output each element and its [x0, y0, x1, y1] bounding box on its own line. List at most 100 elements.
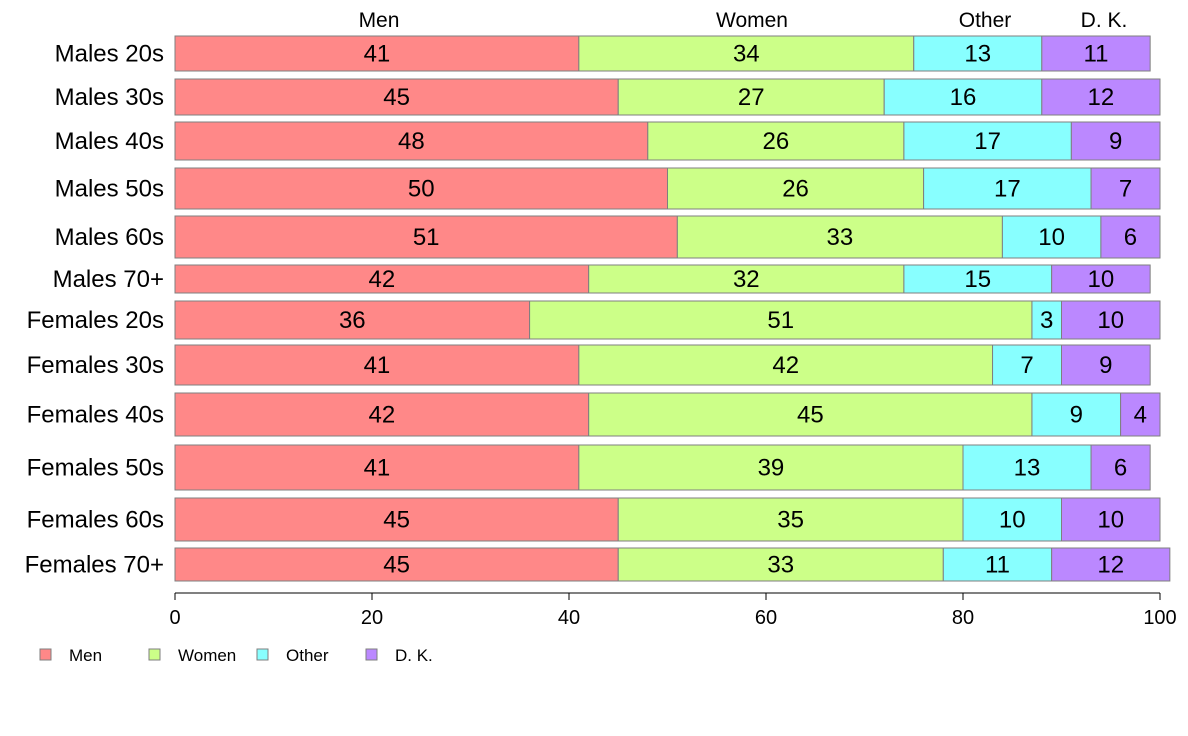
bar-value-label: 4 [1134, 402, 1147, 429]
bar-row-males-40s: Males 40s 48 26 17 9 [55, 121, 1161, 161]
category-label: Females 60s [27, 507, 164, 534]
bar-segment-women [588, 264, 905, 294]
bar-value-label: 7 [1020, 352, 1033, 379]
bar-value-label: 45 [797, 402, 824, 429]
legend-label-women: Women [178, 646, 236, 665]
bar-segment-men [174, 497, 619, 542]
bar-segment-women [617, 497, 964, 542]
bar-value-label: 36 [339, 307, 366, 334]
bar-value-label: 45 [383, 507, 410, 534]
legend-label-men: Men [69, 646, 102, 665]
x-tick-label: 0 [169, 607, 180, 629]
bar-value-label: 35 [777, 507, 804, 534]
bar-value-label: 41 [364, 352, 391, 379]
bar-segment-men [174, 121, 649, 161]
bar-segment-women [578, 444, 964, 491]
bar-segment-women [676, 215, 1003, 259]
bar-segment-other [1031, 300, 1062, 340]
category-label: Males 70+ [53, 266, 164, 293]
bar-segment-women [617, 78, 885, 116]
bar-value-label: 9 [1109, 128, 1122, 155]
top-label-other: Other [959, 9, 1012, 32]
bar-segment-men [174, 300, 531, 340]
bar-value-label: 33 [767, 552, 794, 579]
bar-value-label: 42 [368, 266, 395, 293]
legend-swatch-other [256, 648, 269, 661]
bar-segment-other [942, 547, 1053, 582]
bar-segment-other [962, 497, 1062, 542]
bar-segment-other [962, 444, 1092, 491]
x-tick-label: 60 [755, 607, 777, 629]
bar-value-label: 11 [1084, 41, 1109, 68]
bar-value-label: 50 [408, 176, 435, 203]
bar-value-label: 10 [1097, 307, 1124, 334]
bar-value-label: 42 [368, 402, 395, 429]
category-label: Females 70+ [25, 552, 164, 579]
x-tick-label: 80 [952, 607, 974, 629]
bar-segment-women [578, 35, 915, 72]
bar-value-label: 9 [1099, 352, 1112, 379]
bar-segment-other [903, 264, 1053, 294]
bar-value-label: 41 [364, 41, 391, 68]
x-axis: 0 20 40 60 80 100 [169, 592, 1177, 629]
bar-value-label: 10 [1097, 507, 1124, 534]
bar-segment-other [1031, 392, 1122, 437]
bar-segment-d-k [1041, 78, 1161, 116]
bar-value-label: 13 [1014, 455, 1041, 482]
bar-row-males-20s: Males 20s 41 34 13 11 [55, 35, 1151, 72]
bar-segment-other [913, 35, 1043, 72]
bar-segment-women [647, 121, 905, 161]
bar-value-label: 13 [964, 41, 991, 68]
bar-row-males-70: Males 70+ 42 32 15 10 [53, 264, 1151, 294]
x-tick-label: 20 [361, 607, 383, 629]
x-tick-label: 40 [558, 607, 580, 629]
legend-label-d-k: D. K. [395, 646, 433, 665]
top-label-women: Women [716, 9, 788, 32]
bar-segment-d-k [1041, 35, 1151, 72]
bar-value-label: 26 [782, 176, 809, 203]
bar-row-females-50s: Females 50s 41 39 13 6 [27, 444, 1151, 491]
bar-value-label: 16 [950, 84, 977, 111]
legend-swatch-women [148, 648, 161, 661]
legend-swatch-d-k [365, 648, 378, 661]
bar-value-label: 41 [364, 455, 391, 482]
bar-value-label: 39 [758, 455, 785, 482]
bar-segment-men [174, 547, 619, 582]
top-label-dk: D. K. [1081, 9, 1128, 32]
bar-value-label: 6 [1124, 224, 1137, 251]
bar-value-label: 17 [994, 176, 1021, 203]
bar-segment-men [174, 444, 580, 491]
bar-value-label: 7 [1119, 176, 1132, 203]
bar-value-label: 26 [762, 128, 789, 155]
bar-segment-men [174, 344, 580, 386]
bar-value-label: 11 [985, 552, 1010, 579]
bar-segment-men [174, 264, 590, 294]
category-label: Females 40s [27, 402, 164, 429]
top-label-men: Men [359, 9, 400, 32]
category-label: Males 60s [55, 224, 164, 251]
bar-segment-women [617, 547, 944, 582]
top-labels: Men Women Other D. K. [359, 9, 1128, 32]
bar-row-females-70: Females 70+ 45 33 11 12 [25, 547, 1171, 582]
bar-segment-women [588, 392, 1033, 437]
bar-row-males-30s: Males 30s 45 27 16 12 [55, 78, 1161, 116]
bar-value-label: 6 [1114, 455, 1127, 482]
bar-value-label: 32 [733, 266, 760, 293]
bar-segment-men [174, 35, 580, 72]
category-label: Males 40s [55, 128, 164, 155]
category-label: Males 50s [55, 176, 164, 203]
bar-segment-other [1001, 215, 1102, 259]
category-label: Females 50s [27, 455, 164, 482]
bar-segment-other [992, 344, 1062, 386]
bar-value-label: 48 [398, 128, 425, 155]
bar-value-label: 10 [1088, 266, 1115, 293]
bar-segment-men [174, 215, 678, 259]
bar-row-females-60s: Females 60s 45 35 10 10 [27, 497, 1161, 542]
bar-segment-other [883, 78, 1043, 116]
bar-segment-d-k [1090, 444, 1151, 491]
x-tick-label: 100 [1143, 607, 1176, 629]
category-label: Females 20s [27, 307, 164, 334]
bar-segment-d-k [1070, 121, 1161, 161]
bar-segment-d-k [1061, 300, 1161, 340]
